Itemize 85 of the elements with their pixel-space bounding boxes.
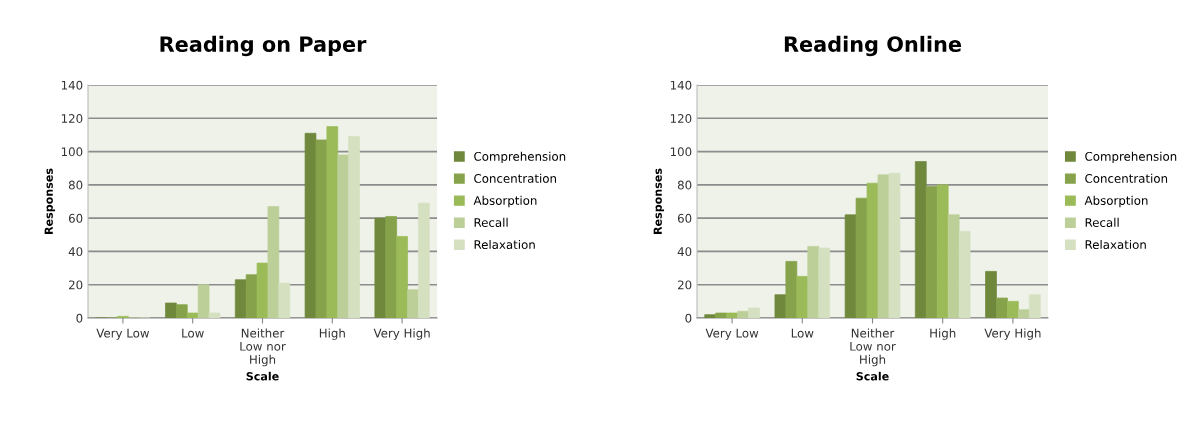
y-tick-label: 120 (670, 114, 692, 123)
bar (785, 261, 798, 318)
bar (748, 307, 760, 318)
bar (186, 312, 199, 318)
y-tick-label: 40 (677, 247, 692, 257)
bar (337, 154, 349, 318)
bar (715, 312, 727, 318)
y-axis-title: Responses (653, 168, 665, 234)
bar (866, 182, 879, 318)
y-tick-label: 40 (68, 247, 83, 257)
chart-title: Reading Online (784, 35, 962, 57)
legend-label: Concentration (1085, 173, 1168, 183)
y-tick-label: 140 (670, 80, 692, 90)
y-tick-label: 120 (61, 114, 83, 123)
bar (855, 197, 868, 318)
bar (936, 184, 949, 318)
y-tick-label: 60 (677, 213, 692, 223)
bar (374, 217, 387, 318)
y-tick-label: 20 (677, 280, 692, 290)
bar (914, 161, 927, 318)
bar (407, 289, 419, 318)
legend-label: Recall (1085, 217, 1119, 227)
bar (1007, 301, 1019, 318)
bar (176, 304, 188, 318)
y-tick-label: 100 (61, 147, 83, 157)
legend-label: Recall (474, 217, 508, 227)
legend-label: Relaxation (1085, 239, 1146, 250)
y-tick-label: 60 (68, 213, 83, 223)
y-tick-label: 0 (685, 313, 692, 323)
bar (796, 276, 809, 318)
y-tick-label: 140 (61, 80, 83, 90)
x-tick-label: High (319, 328, 345, 340)
y-tick-label: 100 (670, 147, 692, 157)
bar (234, 279, 247, 318)
bar (208, 312, 221, 318)
y-tick-label: 80 (677, 180, 692, 190)
x-axis-title: Scale (246, 371, 279, 381)
x-tick-label: Very Low (96, 328, 150, 340)
y-tick-label: 80 (68, 180, 83, 190)
bar (165, 302, 177, 318)
bar (315, 139, 328, 318)
bar (958, 231, 971, 318)
bar (326, 126, 339, 318)
y-axis-title: Responses (44, 168, 56, 234)
y-tick-label: 20 (68, 280, 83, 290)
bar (737, 310, 749, 318)
bar (396, 236, 408, 318)
bar (418, 202, 430, 318)
bar (925, 186, 938, 318)
x-tick-label: Neither Low nor High (240, 328, 286, 367)
x-tick-label: Very High (984, 328, 1041, 340)
bar (888, 172, 901, 318)
x-tick-label: Low (182, 328, 204, 338)
x-tick-label: Neither Low nor High (850, 328, 896, 367)
bar (385, 216, 398, 318)
bar (704, 314, 717, 318)
x-axis-title: Scale (856, 371, 889, 381)
bar (807, 246, 820, 318)
bar (726, 312, 738, 318)
bar (197, 284, 210, 318)
bar (1028, 294, 1041, 318)
bar (304, 132, 317, 318)
legend-label: Absorption (1084, 195, 1148, 208)
bar (844, 214, 857, 318)
x-tick-label: Low (791, 328, 814, 338)
x-tick-label: Very Low (705, 328, 759, 340)
bar (278, 282, 291, 318)
legend-label: Comprehension (474, 151, 566, 164)
x-tick-label: High (930, 328, 956, 340)
x-tick-label: Very High (373, 328, 430, 340)
bar (348, 136, 360, 318)
bar (256, 262, 269, 318)
bar (877, 174, 890, 318)
legend-label: Comprehension (1085, 151, 1177, 164)
bar (1018, 309, 1030, 318)
legend-label: Relaxation (474, 239, 535, 250)
bar (818, 247, 831, 318)
y-tick-label: 0 (76, 313, 83, 323)
bar (996, 297, 1008, 318)
bar (267, 206, 280, 318)
bar (774, 294, 787, 318)
chart-title: Reading on Paper (160, 35, 367, 57)
legend-label: Concentration (474, 173, 557, 183)
legend-label: Absorption (473, 195, 537, 208)
bar (985, 271, 997, 318)
